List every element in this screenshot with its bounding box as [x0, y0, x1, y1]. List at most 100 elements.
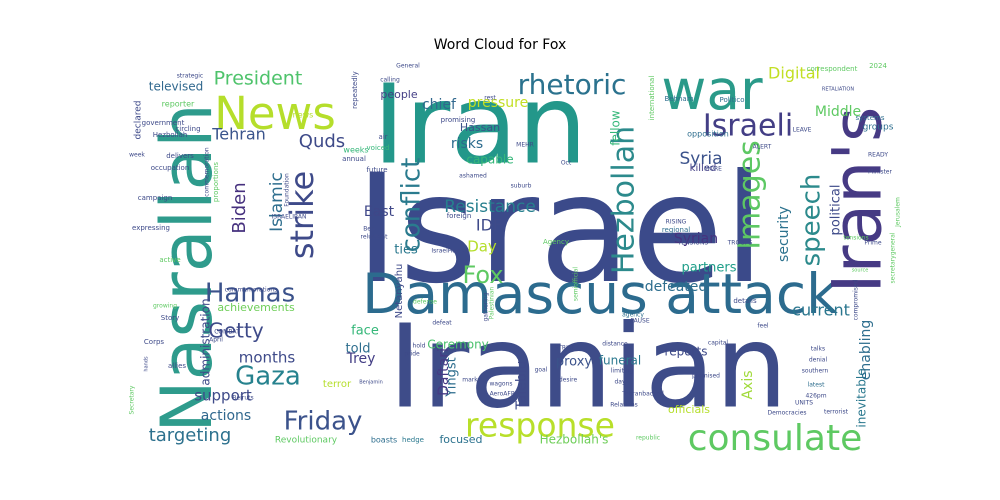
cloud-word: allies: [168, 362, 186, 370]
cloud-word: government: [142, 119, 185, 127]
cloud-word: Hamas: [205, 279, 295, 309]
cloud-word: Hassan: [460, 121, 500, 134]
cloud-word: Biden: [229, 182, 250, 233]
cloud-word: strike: [283, 171, 321, 259]
cloud-word: Yingst: [445, 357, 460, 397]
cloud-word: capital: [708, 340, 728, 347]
cloud-word: weeks: [343, 146, 368, 155]
cloud-word: Getty: [208, 319, 263, 343]
cloud-word: READY: [868, 152, 888, 159]
cloud-word: Secretary: [129, 385, 136, 414]
cloud-word: COMBAT: [214, 329, 240, 336]
cloud-word: Democracies: [767, 410, 806, 417]
cloud-word: ties: [394, 243, 418, 258]
cloud-word: talks: [811, 346, 825, 353]
cloud-word: proxy: [556, 355, 593, 370]
cloud-word: Beiruts: [232, 395, 253, 402]
cloud-word: hold: [413, 343, 426, 350]
cloud-word: rhetoric: [518, 68, 627, 101]
cloud-word: funeral: [599, 354, 641, 368]
cloud-word: fellow: [609, 110, 623, 146]
cloud-word: conflict: [397, 158, 427, 253]
cloud-word: AeroAFP: [490, 391, 515, 398]
cloud-word: future: [366, 166, 387, 174]
cloud-word: pride: [404, 351, 420, 358]
cloud-word: Hezbollah: [153, 131, 188, 139]
cloud-word: Syria: [680, 149, 723, 169]
cloud-word: months: [239, 349, 296, 367]
cloud-word: Palestinian: [489, 287, 496, 320]
cloud-word: denial: [809, 357, 828, 364]
cloud-word: Tehranbacked: [621, 391, 664, 398]
cloud-word: Quds: [299, 131, 345, 152]
cloud-word: TROOPS: [727, 240, 753, 247]
chart-title: Word Cloud for Fox: [433, 37, 567, 53]
cloud-word: RETALIATION: [822, 87, 854, 93]
cloud-word: told: [346, 342, 371, 357]
cloud-word: tensions: [843, 235, 868, 242]
cloud-word: officials: [668, 403, 710, 416]
cloud-word: promised: [692, 373, 720, 380]
cloud-word: April: [209, 337, 223, 344]
cloud-word: gathering: [483, 292, 490, 321]
cloud-word: ALERT: [753, 144, 772, 151]
cloud-word: political: [829, 185, 844, 236]
cloud-word: Story: [161, 314, 180, 322]
cloud-word: current: [792, 301, 850, 320]
cloud-word: MEHR: [516, 142, 534, 149]
cloud-word: strategic: [177, 73, 203, 80]
cloud-word: Revolutionary: [275, 436, 338, 446]
cloud-word: expressing: [132, 224, 170, 232]
cloud-word: Day: [467, 238, 497, 256]
cloud-word: News: [214, 87, 336, 140]
cloud-word: delivers: [166, 152, 194, 160]
cloud-word: East: [364, 204, 395, 220]
cloud-word: terror: [323, 379, 352, 390]
cloud-word: chief: [422, 97, 457, 113]
cloud-word: wagons: [490, 381, 513, 388]
cloud-word: focused: [439, 433, 482, 446]
cloud-word: hands: [144, 356, 150, 372]
cloud-word: annual: [342, 155, 366, 163]
cloud-word: secretarygeneral: [890, 232, 897, 283]
cloud-word: PAUSE: [630, 318, 650, 325]
cloud-word: Corps: [144, 338, 164, 346]
cloud-word: Relations: [610, 402, 638, 409]
cloud-word: ISRAELIRAN: [271, 214, 306, 221]
cloud-word: Netanyahu: [394, 264, 405, 319]
cloud-word: Digital: [768, 64, 820, 83]
cloud-word: mark: [462, 377, 478, 384]
cloud-word: Trey: [346, 351, 376, 367]
cloud-word: partners: [681, 261, 736, 276]
cloud-word: opposition: [687, 130, 729, 139]
cloud-word: Politico: [720, 96, 745, 104]
cloud-word: source: [852, 268, 869, 274]
cloud-word: Israeli: [703, 109, 793, 144]
cloud-word: Ben: [363, 226, 375, 233]
cloud-word: latest: [808, 382, 826, 389]
cloud-word: Friday: [284, 407, 363, 437]
cloud-word: Oct: [561, 160, 572, 167]
cloud-word: RISING: [666, 219, 687, 226]
cloud-word: foreign: [447, 212, 472, 220]
cloud-word: STRIKE: [554, 345, 575, 352]
cloud-word: face: [351, 324, 379, 339]
cloud-word: republic: [636, 435, 660, 442]
cloud-word: defeated: [645, 279, 708, 295]
cloud-word: commemoration: [204, 147, 211, 197]
cloud-word: consulate: [688, 418, 863, 459]
cloud-word: reluctant: [361, 234, 389, 241]
cloud-word: commemorations: [225, 287, 278, 294]
cloud-word: limiting: [611, 368, 634, 375]
cloud-word: LEAVE: [793, 127, 812, 134]
cloud-word: killed: [690, 163, 717, 174]
cloud-word: reports: [665, 345, 708, 359]
cloud-word: promising: [441, 116, 476, 124]
cloud-word: day: [614, 379, 625, 386]
cloud-word: 426pm: [805, 393, 826, 400]
cloud-word: Behnam: [664, 95, 693, 103]
cloud-word: security: [776, 206, 792, 262]
cloud-word: response: [465, 406, 615, 445]
cloud-word: people: [380, 88, 418, 101]
